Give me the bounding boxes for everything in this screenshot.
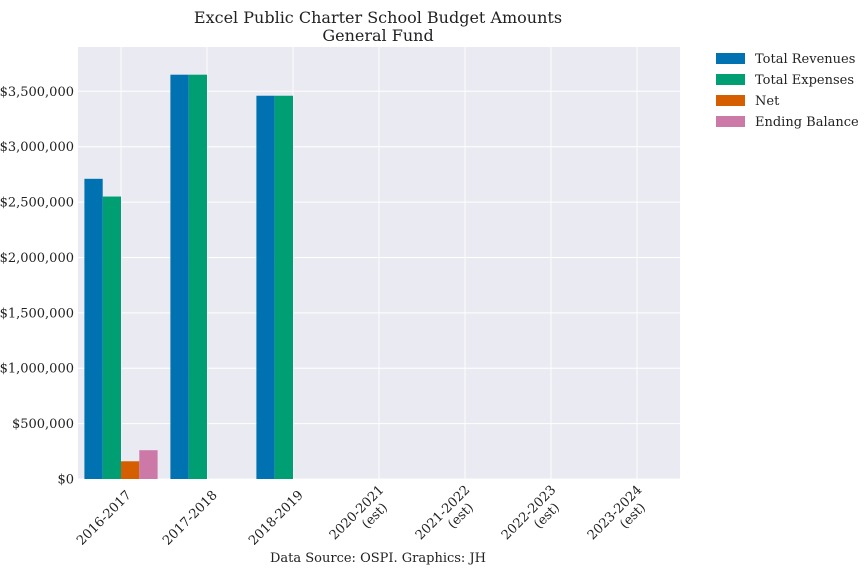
x-tick-label-line: 2017-2018: [160, 488, 221, 549]
x-tick-label-line: 2018-2019: [246, 488, 307, 549]
bar-ending-balance-0: [139, 450, 158, 479]
y-tick-label: $500,000: [12, 417, 74, 432]
bars: [84, 74, 293, 480]
y-tick-label: $2,500,000: [0, 196, 74, 211]
legend-swatch: [716, 53, 745, 64]
x-tick-label: 2021-2022(est): [413, 483, 477, 544]
chart-title: Excel Public Charter School Budget Amoun…: [194, 8, 562, 27]
x-tick-label: 2022-2023(est): [499, 483, 563, 544]
bar-total-revenues-2: [256, 95, 275, 479]
x-tick-label: 2016-2017: [74, 488, 135, 549]
y-tick-label: $0: [57, 473, 74, 488]
bar-net-0: [121, 461, 140, 479]
x-axis-ticks: 2016-2017 2017-2018 2018-2019 2020-2021(est…: [74, 483, 649, 549]
chart-subtitle: General Fund: [322, 26, 433, 45]
x-tick-label-line: 2016-2017: [74, 488, 135, 549]
y-axis-ticks: $0 $500,000 $1,000,000 $1,500,000 $2,000,000…: [0, 85, 74, 488]
bar-total-revenues-0: [84, 178, 103, 480]
y-tick-label: $3,000,000: [0, 140, 74, 155]
legend-swatch: [716, 116, 745, 127]
legend-swatch: [716, 74, 745, 85]
y-tick-label: $2,000,000: [0, 251, 74, 266]
bar-total-expenses-2: [274, 95, 293, 479]
x-tick-label: 2018-2019: [246, 488, 307, 549]
y-tick-label: $1,000,000: [0, 362, 74, 377]
y-tick-label: $3,500,000: [0, 85, 74, 100]
bar-total-expenses-0: [102, 196, 121, 480]
x-tick-label: 2020-2021(est): [327, 483, 391, 544]
bar-total-revenues-1: [170, 74, 189, 479]
data-source-caption: Data Source: OSPI. Graphics: JH: [270, 551, 486, 566]
bar-total-expenses-1: [188, 74, 207, 479]
legend-label: Total Revenues: [755, 52, 855, 67]
legend: Total Revenues Total Expenses Net Ending Ba…: [716, 52, 859, 130]
y-tick-label: $1,500,000: [0, 306, 74, 321]
legend-label: Net: [755, 94, 780, 109]
legend-label: Ending Balance: [755, 115, 859, 130]
legend-label: Total Expenses: [755, 73, 854, 88]
x-tick-label: 2023-2024(est): [585, 483, 649, 544]
legend-swatch: [716, 95, 745, 106]
x-tick-label: 2017-2018: [160, 488, 221, 549]
